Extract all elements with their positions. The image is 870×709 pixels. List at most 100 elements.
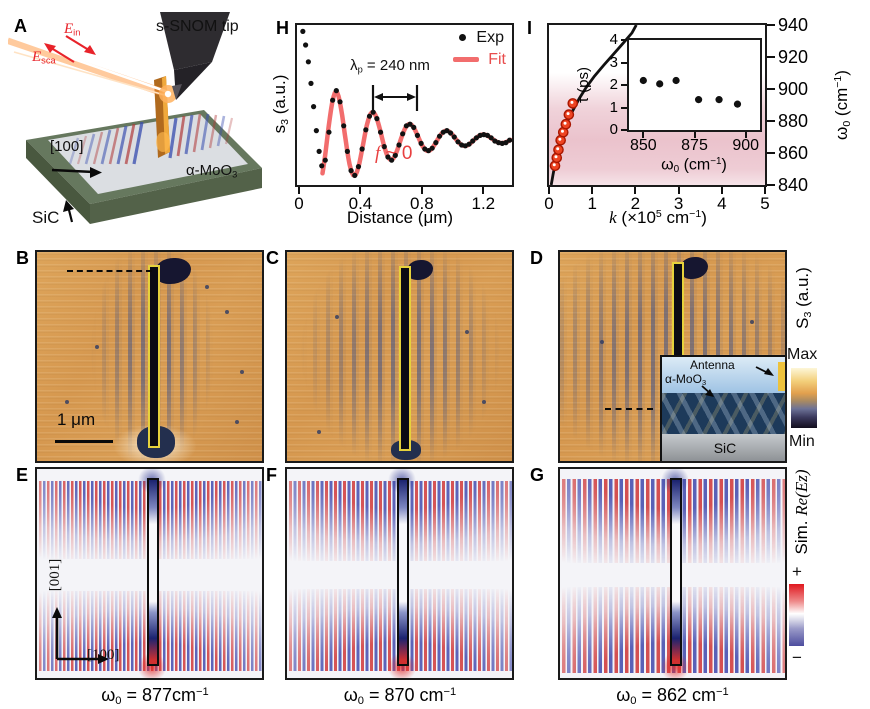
- afm-cantilever: [160, 12, 230, 70]
- xsec-moo3-arrow: [701, 385, 714, 397]
- inset-ytick-label: 0: [609, 121, 618, 138]
- i-xtick-label: 3: [673, 194, 684, 213]
- inset-ytick-mark: [621, 106, 627, 109]
- h-xtick-mark: [420, 187, 423, 194]
- e-in-arrow: [65, 35, 96, 55]
- inset-ytick-mark: [621, 129, 627, 131]
- i-ytick-label: 940: [778, 15, 809, 35]
- panel-c-antenna-rod: [399, 266, 411, 451]
- e-in-label: Ein: [64, 21, 81, 38]
- inset-xlabel: ω0 (cm−1): [661, 156, 727, 176]
- sim-colorbar: [789, 584, 804, 646]
- i-xtick-mark: [677, 187, 680, 194]
- surface-fringes-left: [68, 121, 144, 165]
- scalebar-line: [55, 440, 113, 443]
- sic-slab-front-side: [90, 168, 262, 224]
- inset-ylabel: τ (ps): [575, 67, 592, 103]
- panel-d-dark-blob-top: [680, 257, 708, 279]
- laser-beam-line1: [7, 34, 169, 94]
- afm-tip-apex: [172, 84, 182, 100]
- panel-f-letter: F: [266, 465, 277, 485]
- i-xtick-mark: [764, 187, 766, 194]
- sic-slab-left-side: [26, 140, 90, 224]
- xsec-sic-layer: [662, 434, 785, 461]
- i-xtick-label: 0: [544, 194, 554, 213]
- omega-label-g: ω0 = 862 cm−1: [616, 685, 729, 708]
- panel-f-antenna-rod: [397, 478, 409, 666]
- h-legend-fit: Fit: [452, 51, 506, 69]
- i-ytick-mark: [767, 24, 775, 26]
- inset-xtick-label: 850: [629, 137, 657, 154]
- i-ytick-label: 840: [778, 175, 809, 195]
- lambda-bracket-arrows: [371, 85, 419, 111]
- s3-colorbar: [791, 368, 817, 428]
- xsec-moo3-layer: [662, 393, 785, 434]
- h-xtick-mark: [359, 187, 362, 194]
- snom-tip-label: s-SNOM tip: [156, 18, 239, 35]
- h-legend-exp: Exp: [458, 29, 504, 47]
- surface-fringes-right: [168, 113, 234, 159]
- h-xtick-label: 0: [294, 194, 304, 213]
- i-ylabel: ω0 (cm−1): [832, 70, 853, 140]
- sim-plus-label: +: [792, 562, 802, 581]
- laser-beam-glow: [6, 36, 170, 98]
- inset-xtick-mark: [744, 132, 747, 138]
- axis-001-label: [001]: [47, 558, 63, 592]
- xsec-sky: [662, 357, 785, 393]
- panel-c-letter: C: [266, 248, 279, 268]
- i-xtick-mark: [634, 187, 637, 194]
- inset-ytick-label: 2: [609, 76, 618, 93]
- i-ytick-label: 880: [778, 111, 809, 131]
- inset-ytick-mark: [621, 61, 627, 64]
- i-inset-box: [627, 38, 762, 132]
- i-chart-svg: [549, 25, 638, 185]
- panel-d-crosssection-inset: Antenna α-MoO3 SiC: [660, 355, 785, 461]
- inset-ytick-label: 3: [609, 53, 618, 71]
- fit-legend-marker: [452, 57, 479, 63]
- panel-g-letter: G: [530, 465, 545, 485]
- panel-d-letter: D: [530, 248, 543, 268]
- i-ytick-mark: [767, 88, 775, 90]
- snom-schematic-illustration: [6, 12, 262, 224]
- sic-label: SiC: [32, 208, 60, 227]
- scalebar-label: 1 μm: [57, 410, 96, 429]
- f-annotation: f ~ 0: [375, 143, 413, 164]
- crystal-axes-arrows: [52, 607, 109, 664]
- inset-ytick-mark: [621, 84, 627, 86]
- s3-colorbar-label: S3 (a.u.): [793, 267, 814, 329]
- panel-e-sim-image: [001] [100]: [35, 467, 264, 680]
- i-ytick-mark: [767, 152, 775, 154]
- s3-max-label: Max: [787, 346, 818, 363]
- i-ytick-label: 860: [778, 143, 809, 163]
- i-ytick-mark: [767, 120, 775, 122]
- axis-100-label: [100]: [50, 138, 84, 155]
- i-xtick-label: 1: [587, 194, 597, 213]
- panel-e-letter: E: [16, 465, 29, 485]
- lambda-annotation: λp = 240 nm: [350, 57, 430, 75]
- h-plot-box: Exp Fit λp = 240 nm f ~ 0: [295, 23, 514, 187]
- h-chart-svg: [300, 28, 513, 179]
- sic-pointer-arrow: [63, 200, 74, 223]
- panel-g-antenna-rod: [670, 478, 682, 666]
- i-xtick-label: 4: [717, 194, 727, 213]
- panel-g-sim-image: [558, 467, 787, 680]
- inset-ytick-mark: [621, 39, 627, 41]
- panel-c-snom-image: [285, 250, 514, 463]
- i-xtick-mark: [591, 187, 594, 194]
- panel-f-sim-image: [285, 467, 514, 680]
- inset-xtick-label: 875: [681, 137, 708, 154]
- h-xtick-mark: [298, 187, 300, 194]
- i-ytick-mark: [767, 56, 775, 58]
- h-xtick-mark: [482, 187, 485, 194]
- xsec-antenna-label: Antenna: [690, 358, 735, 372]
- i-xtick-mark: [720, 187, 723, 194]
- panel-b-dashed-line: [67, 270, 152, 272]
- inset-ytick-label: 1: [609, 98, 618, 116]
- omega-label-f: ω0 = 870 cm−1: [343, 685, 457, 708]
- inset-xtick-mark: [693, 132, 696, 138]
- s3-min-label: Min: [789, 433, 815, 450]
- axis-100-arrow: [51, 167, 102, 178]
- panel-h-letter: H: [276, 18, 289, 38]
- i-inset-svg: [639, 76, 742, 108]
